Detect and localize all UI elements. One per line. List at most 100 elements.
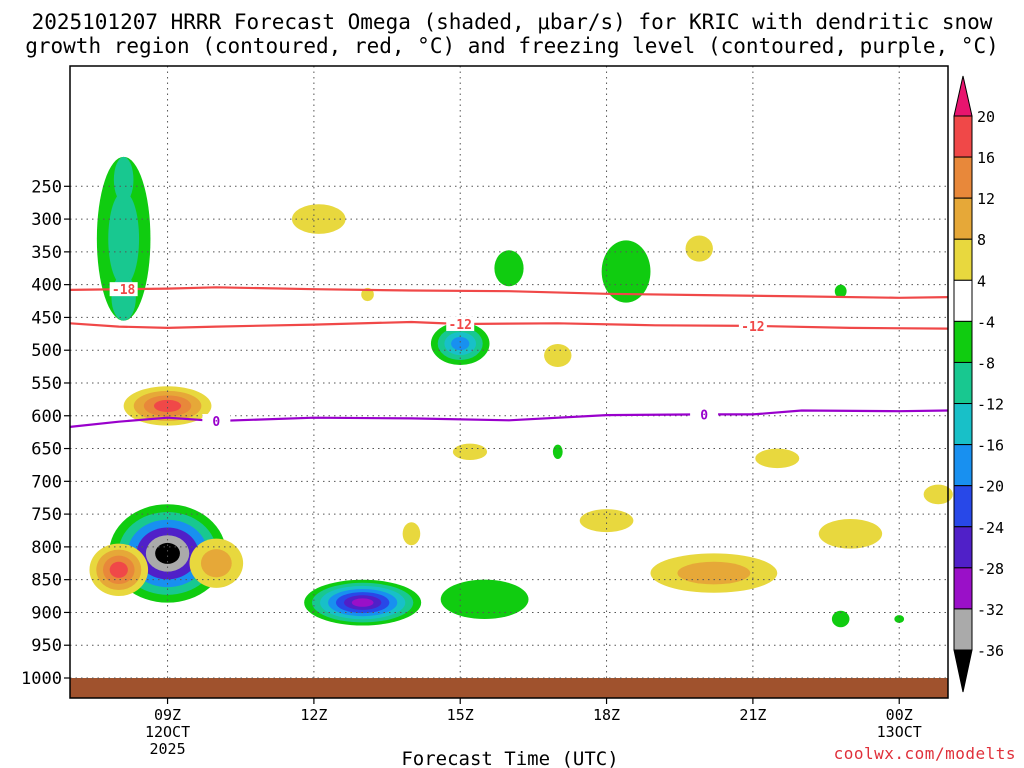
colorbar-bin-4 bbox=[953, 279, 973, 322]
y-tick-label-600: 600 bbox=[31, 407, 62, 427]
contour-label-bg-2-0 bbox=[202, 414, 231, 429]
y-tick-label-350: 350 bbox=[31, 243, 62, 263]
colorbar-bin-5 bbox=[953, 320, 973, 363]
omega-cell-19-level-6 bbox=[351, 598, 374, 607]
contour-layer: -18 -12 -12 0 0 bbox=[69, 282, 949, 430]
y-tick-label-900: 900 bbox=[31, 603, 62, 623]
omega-cell-6-level-0 bbox=[494, 250, 524, 287]
y-tick-label-1000: 1000 bbox=[21, 669, 62, 689]
omega-cell-2-level-0 bbox=[113, 156, 134, 203]
colorbar-bin-11 bbox=[953, 567, 973, 610]
omega-cell-12-level-0 bbox=[452, 443, 488, 461]
axes-layer: 250 300 350 400 450 500 550 600 650 700 750 800 850 9… bbox=[21, 65, 949, 758]
colorbar-bin-12 bbox=[953, 608, 973, 651]
colorbar-label--36: -36 bbox=[977, 642, 1004, 660]
omega-cell-23-level-1 bbox=[677, 561, 751, 585]
colorbar-label-16: 16 bbox=[977, 149, 995, 167]
x-tick-label-09Z: 09Z bbox=[154, 706, 181, 724]
omega-cell-26-level-0 bbox=[894, 615, 905, 623]
omega-cell-17-level-3 bbox=[109, 561, 128, 578]
contour-label-0: 0 bbox=[212, 415, 220, 430]
contour-label-0: 0 bbox=[700, 408, 708, 423]
y-tick-label-650: 650 bbox=[31, 440, 62, 460]
y-tick-label-750: 750 bbox=[31, 505, 62, 525]
colorbar-bin-0 bbox=[953, 115, 973, 158]
colorbar-top-arrow bbox=[953, 75, 973, 117]
y-tick-label-800: 800 bbox=[31, 538, 62, 558]
colorbar-label--32: -32 bbox=[977, 601, 1004, 619]
y-tick-label-300: 300 bbox=[31, 210, 62, 230]
contour-label-bg-1-0 bbox=[446, 316, 475, 331]
omega-cell-16-level-5 bbox=[155, 542, 180, 564]
contour-label-bg-2-1 bbox=[690, 407, 719, 422]
omega-cell-8-level-0 bbox=[544, 343, 572, 367]
y-tick-label-400: 400 bbox=[31, 276, 62, 296]
colorbar-bin-10 bbox=[953, 526, 973, 569]
colorbar-label--4: -4 bbox=[977, 313, 995, 331]
omega-cell-5-level-3 bbox=[451, 337, 470, 351]
contour-label--12: -12 bbox=[448, 318, 471, 333]
y-tick-label-250: 250 bbox=[31, 177, 62, 197]
x-tick-label-00Z: 00Z bbox=[886, 706, 913, 724]
y-tick-label-850: 850 bbox=[31, 571, 62, 591]
omega-cell-25-level-0 bbox=[831, 610, 850, 628]
x-tick-label-18Z: 18Z bbox=[593, 706, 620, 724]
x-tick-label-13OCT: 13OCT bbox=[877, 723, 922, 741]
colorbar-label-8: 8 bbox=[977, 231, 986, 249]
colorbar-label--20: -20 bbox=[977, 478, 1004, 496]
x-tick-label-2025: 2025 bbox=[149, 740, 185, 758]
contour--12-1 bbox=[69, 320, 949, 330]
colorbar-label-20: 20 bbox=[977, 108, 995, 126]
y-tick-label-500: 500 bbox=[31, 341, 62, 361]
plot-frame bbox=[69, 65, 949, 699]
chart-title-line-1: 2025101207 HRRR Forecast Omega (shaded, … bbox=[31, 10, 993, 34]
x-tick-label-15Z: 15Z bbox=[447, 706, 474, 724]
colorbar-label--8: -8 bbox=[977, 354, 995, 372]
colorbar-label--12: -12 bbox=[977, 396, 1004, 414]
colorbar-bin-3 bbox=[953, 238, 973, 281]
omega-cell-13-level-0 bbox=[552, 444, 563, 460]
y-tick-label-550: 550 bbox=[31, 374, 62, 394]
contour-label--18: -18 bbox=[112, 283, 136, 298]
contour-label-bg-1-1 bbox=[738, 318, 767, 333]
contour-label--12: -12 bbox=[741, 320, 764, 335]
omega-cell-0-level-1 bbox=[108, 191, 140, 286]
colorbar-bin-1 bbox=[953, 156, 973, 199]
omega-cell-15-level-0 bbox=[923, 484, 953, 505]
x-tick-label-12OCT: 12OCT bbox=[145, 723, 190, 741]
omega-cell-21-level-0 bbox=[402, 522, 421, 546]
omega-cell-11-level-3 bbox=[153, 399, 182, 413]
x-tick-label-21Z: 21Z bbox=[739, 706, 766, 724]
colorbar-bin-6 bbox=[953, 361, 973, 405]
colorbar-label--28: -28 bbox=[977, 560, 1004, 578]
colorbar-bottom-arrow bbox=[953, 649, 973, 693]
omega-shading-layer bbox=[70, 66, 953, 698]
ground-layer bbox=[70, 678, 948, 698]
colorbar-bin-2 bbox=[953, 197, 973, 240]
contour--18-0 bbox=[69, 286, 949, 299]
omega-cell-18-level-1 bbox=[200, 549, 232, 578]
omega-cell-9-level-0 bbox=[685, 235, 713, 262]
grid-layer bbox=[70, 66, 948, 679]
y-tick-label-450: 450 bbox=[31, 308, 62, 328]
x-axis-label: Forecast Time (UTC) bbox=[401, 748, 618, 768]
omega-cell-10-level-0 bbox=[834, 284, 847, 298]
omega-cell-20-level-0 bbox=[440, 579, 529, 620]
colorbar-bin-8 bbox=[953, 444, 973, 487]
omega-cell-4-level-0 bbox=[361, 287, 374, 302]
omega-cell-22-level-0 bbox=[579, 509, 634, 533]
x-tick-label-12Z: 12Z bbox=[300, 706, 327, 724]
y-tick-label-950: 950 bbox=[31, 636, 62, 656]
omega-cell-7-level-0 bbox=[601, 240, 651, 303]
y-tick-label-700: 700 bbox=[31, 472, 62, 492]
colorbar-label--16: -16 bbox=[977, 437, 1004, 455]
contour-0-2 bbox=[69, 409, 949, 428]
site-credit: coolwx.com/modelts bbox=[833, 744, 1016, 763]
colorbar-bin-7 bbox=[953, 403, 973, 446]
colorbar-label--24: -24 bbox=[977, 519, 1004, 537]
colorbar-label-12: 12 bbox=[977, 190, 995, 208]
contour-label-bg-0-0 bbox=[109, 282, 138, 297]
chart-title-line-2: growth region (contoured, red, °C) and f… bbox=[25, 34, 999, 58]
ground-surface bbox=[70, 678, 948, 698]
